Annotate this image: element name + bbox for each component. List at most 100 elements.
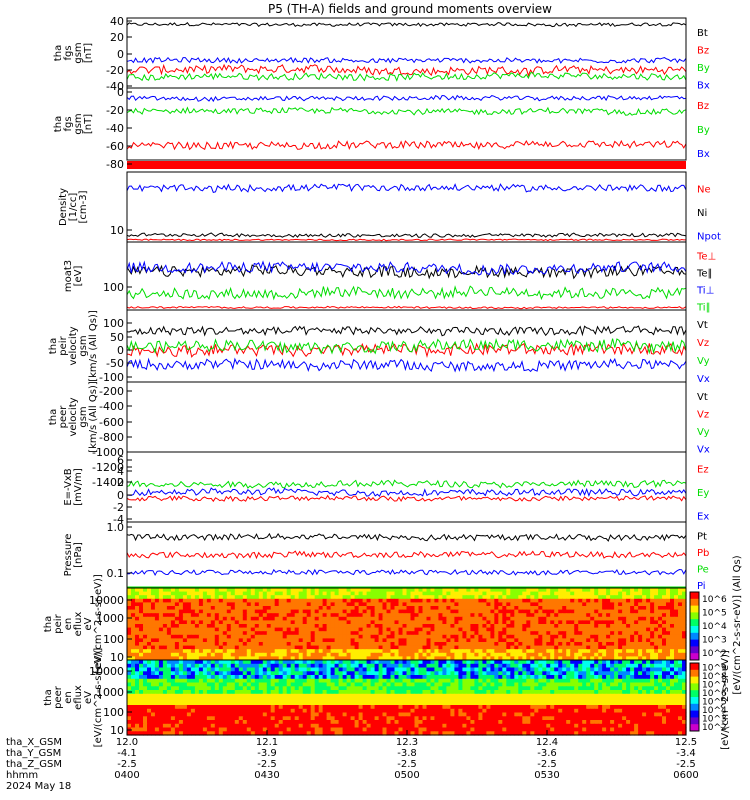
heatmap-cell [366, 624, 372, 629]
heatmap-cell [194, 606, 200, 611]
heatmap-cell [278, 671, 284, 676]
heatmap-cell [502, 701, 507, 706]
heatmap-cell [490, 675, 495, 680]
heatmap-cell [362, 705, 368, 710]
heatmap-cell [346, 606, 352, 611]
heatmap-cell [135, 686, 140, 691]
heatmap-cell [654, 678, 659, 684]
heatmap-cell [498, 686, 503, 691]
heatmap-cell [546, 627, 551, 632]
heatmap-cell [338, 682, 344, 687]
heatmap-cell [402, 606, 408, 611]
heatmap-cell [314, 693, 320, 699]
heatmap-cell [614, 671, 619, 676]
heatmap-cell [450, 602, 455, 607]
heatmap-cell [166, 705, 172, 710]
heatmap-cell [186, 712, 192, 717]
heatmap-cell [542, 609, 547, 614]
heatmap-cell [154, 663, 160, 669]
heatmap-cell [226, 602, 232, 607]
heatmap-cell [218, 693, 224, 699]
heatmap-cell [442, 642, 447, 647]
heatmap-cell [638, 705, 643, 710]
heatmap-cell [178, 631, 184, 636]
heatmap-cell [302, 620, 308, 625]
heatmap-cell [202, 588, 208, 593]
heatmap-cell [630, 686, 635, 691]
heatmap-cell [526, 645, 531, 650]
heatmap-cell [606, 591, 611, 596]
series-line-Bt [126, 21, 687, 28]
heatmap-cell [514, 675, 519, 680]
heatmap-cell [658, 697, 663, 702]
heatmap-cell [558, 595, 563, 600]
heatmap-cell [486, 642, 491, 647]
heatmap-cell [330, 701, 336, 706]
heatmap-cell [546, 638, 551, 643]
heatmap-cell [454, 606, 459, 611]
heatmap-cell [298, 616, 304, 621]
heatmap-cell [514, 634, 519, 639]
heatmap-cell [286, 656, 292, 661]
y-axis-label: tha peer velocity gsm [km/s (All Qs)] [48, 381, 99, 453]
heatmap-cell [178, 675, 184, 680]
heatmap-cell [186, 602, 192, 607]
heatmap-cell [342, 708, 348, 714]
heatmap-cell [522, 616, 527, 621]
heatmap-cell [166, 712, 172, 717]
heatmap-cell [574, 616, 579, 621]
series-line-Bx [126, 56, 687, 64]
heatmap-cell [542, 613, 547, 618]
heatmap-cell [598, 649, 603, 654]
heatmap-cell [434, 671, 439, 676]
y-tick-label: 4 [117, 465, 124, 478]
heatmap-cell [526, 690, 531, 695]
heatmap-cell [338, 693, 344, 699]
heatmap-cell [326, 652, 332, 657]
heatmap-cell [366, 598, 372, 603]
heatmap-cell [222, 624, 228, 629]
heatmap-cell [306, 624, 312, 629]
heatmap-cell [230, 667, 236, 672]
heatmap-cell [378, 609, 384, 614]
heatmap-cell [526, 649, 531, 654]
heatmap-cell [290, 705, 296, 710]
heatmap-cell [318, 620, 324, 625]
heatmap-cell [238, 591, 244, 596]
heatmap-cell [614, 656, 619, 661]
heatmap-cell [530, 634, 535, 639]
heatmap-cell [143, 708, 148, 714]
heatmap-cell [406, 701, 412, 706]
heatmap-cell [646, 620, 651, 625]
heatmap-cell [562, 686, 567, 691]
heatmap-cell [426, 690, 432, 695]
heatmap-cell [518, 686, 523, 691]
heatmap-cell [558, 609, 563, 614]
heatmap-cell [642, 638, 647, 643]
heatmap-cell [638, 638, 643, 643]
heatmap-cell [582, 638, 587, 643]
heatmap-cell [338, 609, 344, 614]
heatmap-cell [534, 602, 539, 607]
heatmap-cell [322, 591, 328, 596]
heatmap-cell [346, 613, 352, 618]
heatmap-cell [462, 638, 467, 643]
heatmap-cell [458, 667, 463, 672]
heatmap-cell [386, 693, 392, 699]
heatmap-cell [270, 682, 276, 687]
heatmap-cell [390, 645, 396, 650]
heatmap-cell [154, 595, 160, 600]
heatmap-cell [202, 652, 208, 657]
heatmap-cell [674, 690, 679, 695]
heatmap-cell [634, 620, 639, 625]
heatmap-cell [214, 660, 220, 665]
heatmap-cell [131, 606, 136, 611]
heatmap-cell [214, 697, 220, 702]
heatmap-cell [254, 631, 260, 636]
heatmap-cell [486, 656, 491, 661]
heatmap-cell [314, 613, 320, 618]
heatmap-cell [318, 634, 324, 639]
heatmap-cell [226, 712, 232, 717]
heatmap-cell [554, 624, 559, 629]
heatmap-cell [590, 678, 595, 684]
